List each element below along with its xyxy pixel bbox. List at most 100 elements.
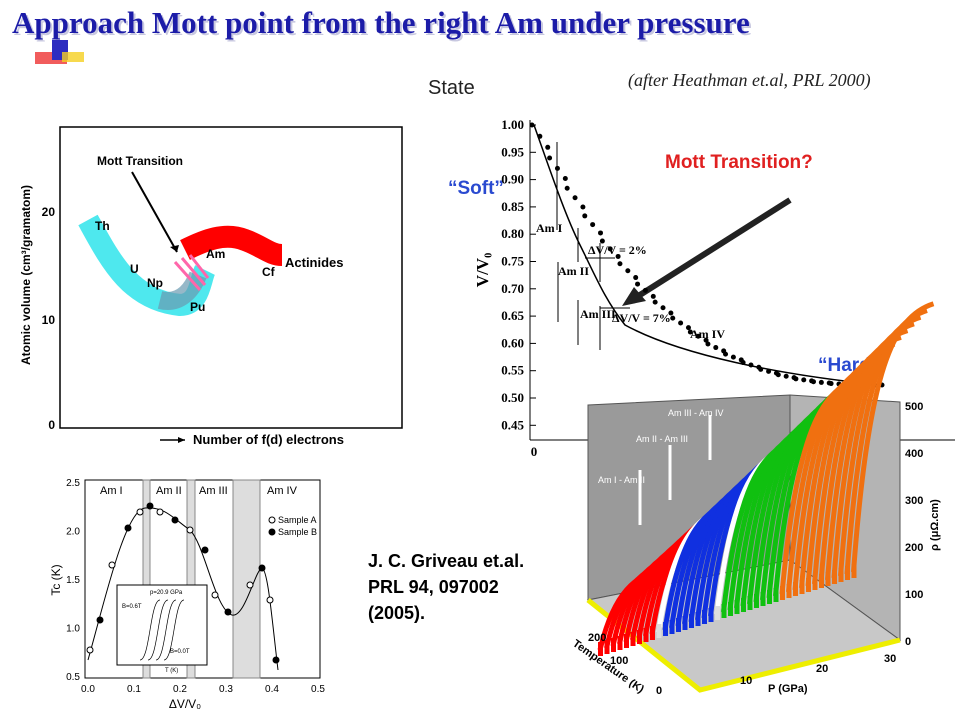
bar [845, 566, 850, 580]
element-label: Am [206, 247, 225, 261]
inset-label: B=0.6T [122, 604, 142, 610]
arrow-head [622, 287, 646, 306]
z-tick-label: 0 [905, 636, 911, 648]
bar [708, 608, 714, 622]
element-label: Th [95, 219, 110, 233]
x-tick-label: 0.5 [311, 684, 325, 695]
bar [793, 582, 798, 596]
point [211, 591, 219, 599]
bar [650, 626, 655, 640]
point [652, 299, 658, 305]
z-tick-label: 400 [905, 448, 923, 460]
point [758, 366, 764, 372]
x-tick-label: 0.2 [173, 684, 187, 695]
point [272, 656, 280, 664]
bar [624, 634, 629, 648]
bar [773, 588, 779, 602]
band-blend [157, 271, 207, 310]
y-tick-label: 0.60 [501, 335, 524, 350]
point [598, 230, 604, 236]
y-tick-label: 0.50 [501, 390, 524, 405]
point [650, 293, 656, 299]
reference-line: J. C. Griveau et.al. [368, 551, 524, 571]
inset [116, 584, 208, 666]
z-tick-label: 500 [905, 401, 923, 413]
bar [754, 594, 759, 608]
citation: (after Heathman et.al, PRL 2000) [628, 70, 871, 91]
band-red [180, 225, 283, 266]
point [580, 204, 586, 210]
y-axis-label: Tc (K) [49, 564, 63, 595]
bar [767, 590, 772, 604]
point [730, 354, 736, 360]
point [775, 372, 781, 378]
y-tick-label: 20 [42, 205, 56, 219]
x-axis-label: Number of f(d) electrons [193, 432, 344, 447]
bar [819, 574, 824, 588]
point [617, 261, 623, 267]
bar [780, 586, 785, 600]
step-lines [585, 257, 630, 309]
phase-lines [556, 142, 601, 350]
point [678, 320, 684, 326]
phase-label: Am I [536, 221, 563, 235]
point [146, 502, 154, 510]
legend-label: Sample B [278, 527, 317, 537]
soft-label: “Soft” [448, 178, 504, 199]
inset-label: p=20.9 GPa [150, 590, 183, 596]
bar [832, 570, 837, 584]
point [564, 185, 570, 191]
bar [604, 640, 610, 654]
hatch-1 [142, 479, 151, 679]
bar [715, 606, 720, 620]
bar [702, 610, 707, 624]
point [695, 333, 701, 339]
point [703, 337, 709, 343]
frame [84, 479, 321, 679]
y-tick-label: 0.55 [501, 363, 524, 378]
point [818, 379, 824, 385]
y-tick-label: 2.0 [66, 527, 80, 538]
t-tick-label: 0 [656, 685, 662, 697]
reference-line: (2005). [368, 603, 425, 623]
y-tick-label: 10 [42, 313, 56, 327]
y-tick-label: 1.0 [66, 624, 80, 635]
y-tick-label: 1.00 [501, 117, 524, 132]
point [554, 165, 560, 171]
ridges [597, 301, 935, 656]
bar [812, 576, 818, 590]
point [748, 362, 754, 368]
ridge [851, 301, 935, 573]
inset-label: B=0.0T [170, 649, 190, 655]
bar [676, 618, 681, 632]
y-tick-label: 0 [48, 418, 55, 432]
x-axis-label: ΔV/V₀ [169, 697, 201, 711]
title: Approach Mott point from the right Am un… [12, 5, 750, 40]
point [633, 275, 639, 281]
legend-label: Sample A [278, 515, 317, 525]
state-label: State [428, 77, 475, 99]
element-label: Pu [190, 300, 205, 314]
point [201, 546, 209, 554]
legend-marker [268, 528, 276, 536]
element-label: Np [147, 276, 163, 290]
point [670, 315, 676, 321]
t-tick-label: 200 [588, 632, 606, 644]
x-tick-label: 0.3 [219, 684, 233, 695]
point [545, 144, 551, 150]
bar [741, 598, 746, 612]
p-axis-label: P (GPa) [768, 683, 808, 695]
title-shadow: Approach Mott point from the right Am un… [14, 7, 752, 42]
y-tick-label: 0.85 [501, 199, 524, 214]
legend-marker [268, 516, 276, 524]
bar [825, 572, 831, 586]
y-tick-label: 0.75 [501, 254, 524, 269]
point [582, 213, 588, 219]
reference-line: PRL 94, 097002 [368, 577, 499, 597]
resistivity-figure: ρ (μΩ.cm) Temperature (K) P (GPa) 500400… [570, 301, 941, 697]
bar [799, 580, 805, 594]
phase-label: Am II [156, 485, 182, 497]
bar [760, 592, 766, 606]
p-tick-label: 10 [740, 675, 752, 687]
